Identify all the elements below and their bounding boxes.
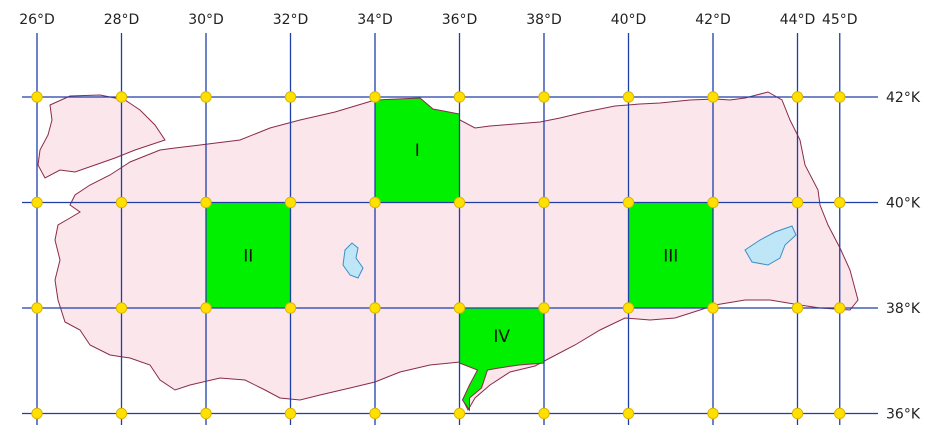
meridian-label: 28°D	[104, 12, 140, 28]
meridian-label: 42°D	[695, 12, 731, 28]
grid-node	[834, 407, 846, 420]
grid-node	[115, 302, 128, 314]
anatolia-landmass	[54, 91, 859, 412]
lake-tuz	[342, 242, 364, 279]
grid-node	[369, 302, 381, 314]
region-label: II	[243, 246, 253, 266]
meridian-label: 26°D	[19, 12, 55, 28]
grid-node	[791, 302, 804, 314]
grid-node	[31, 196, 43, 209]
meridian-label: 30°D	[188, 12, 224, 28]
parallel-label: 36°K	[886, 407, 921, 423]
grid-node	[453, 91, 466, 103]
grid-node	[538, 91, 550, 103]
grid-node	[200, 302, 212, 314]
grid-node	[284, 91, 297, 103]
meridian-label: 36°D	[442, 12, 478, 28]
meridian-label: 45°D	[822, 12, 858, 28]
parallel-label: 42°K	[886, 90, 921, 106]
grid-node	[369, 91, 381, 103]
grid-node	[791, 91, 804, 103]
grid-node	[453, 302, 466, 314]
grid-node	[31, 407, 43, 420]
region-iii-area	[628, 202, 713, 308]
grid-node	[200, 91, 212, 103]
grid-node	[707, 91, 719, 103]
region-label: IV	[493, 327, 510, 347]
grid-node	[453, 196, 466, 209]
grid-node	[115, 196, 128, 209]
grid-node	[834, 302, 846, 314]
grid-node	[707, 196, 719, 209]
grid-node	[115, 91, 128, 103]
meridian-label: 40°D	[611, 12, 647, 28]
grid-node	[31, 302, 43, 314]
grid-node	[538, 407, 550, 420]
grid-node	[707, 407, 719, 420]
grid-node	[834, 196, 846, 209]
grid-node	[622, 407, 635, 420]
coordinate-labels: 26°D 28°D 30°D 32°D 34°D 36°D 38°D 40°D 42°D 44°D…	[19, 12, 921, 423]
grid-node	[200, 196, 212, 209]
region-ii-area	[206, 202, 291, 308]
grid-node	[31, 91, 43, 103]
grid-node	[622, 196, 635, 209]
grid-node	[707, 302, 719, 314]
grid-node	[115, 407, 128, 420]
grid-node	[791, 407, 804, 420]
parallel-label: 38°K	[886, 301, 921, 317]
region-label: I	[415, 141, 420, 161]
grid-node	[538, 196, 550, 209]
grid-node	[622, 91, 635, 103]
grid-node	[369, 196, 381, 209]
grid-node	[200, 407, 212, 420]
grid-node	[453, 407, 466, 420]
meridian-label: 38°D	[526, 12, 562, 28]
grid-node	[284, 196, 297, 209]
lake-van	[744, 225, 797, 266]
grid-node	[622, 302, 635, 314]
grid-node	[834, 91, 846, 103]
grid-nodes	[31, 91, 846, 420]
land-layer	[37, 91, 859, 412]
region-label: III	[663, 246, 678, 266]
grid-node	[284, 407, 297, 420]
parallel-label: 40°K	[886, 196, 921, 212]
grid-node	[538, 302, 550, 314]
meridian-label: 44°D	[780, 12, 816, 28]
meridian-label: 32°D	[273, 12, 309, 28]
grid-node	[791, 196, 804, 209]
region-iv-area	[459, 307, 545, 412]
grid-node	[369, 407, 381, 420]
meridian-label: 34°D	[357, 12, 393, 28]
grid-node	[284, 302, 297, 314]
